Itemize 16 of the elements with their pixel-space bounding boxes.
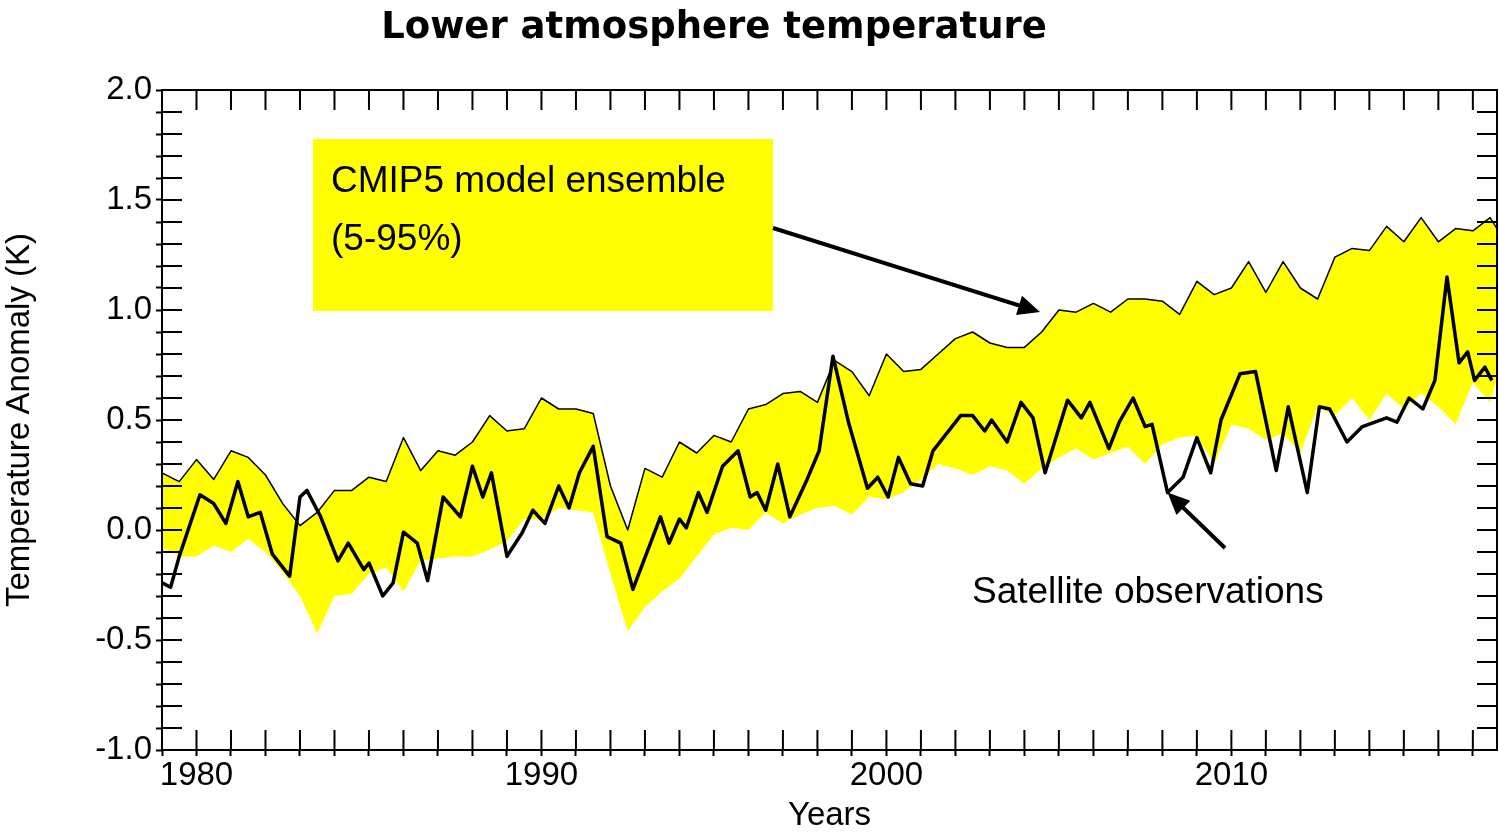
annotation: Satellite observations xyxy=(972,569,1325,613)
x-tick-label: 2000 xyxy=(849,754,924,792)
x-axis-title: Years xyxy=(787,795,872,833)
y-tick-label: 2.0 xyxy=(106,69,152,107)
y-tick-label: -0.5 xyxy=(95,619,152,657)
y-tick-label: 0.0 xyxy=(106,509,152,547)
y-tick-label: 1.0 xyxy=(106,289,152,327)
y-axis-title: Temperature Anomaly (K) xyxy=(0,232,36,608)
y-tick-label: 1.5 xyxy=(106,179,152,217)
x-tick-label: 1990 xyxy=(504,754,579,792)
x-tick-label: 2010 xyxy=(1194,754,1269,792)
annotation: CMIP5 model ensemble (5-95%) xyxy=(313,139,773,311)
y-tick-label: 0.5 xyxy=(106,399,152,437)
chart-title: Lower atmosphere temperature xyxy=(380,4,1048,47)
x-tick-label: 1980 xyxy=(159,754,234,792)
y-tick-label: -1.0 xyxy=(95,729,152,767)
